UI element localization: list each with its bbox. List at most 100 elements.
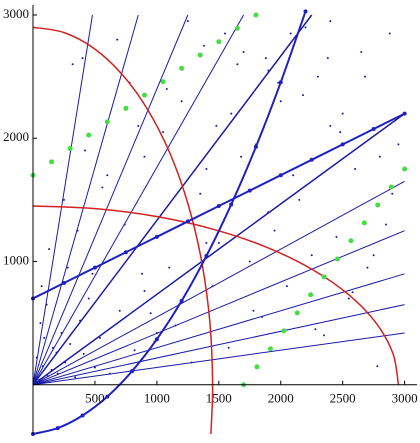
point [105,394,110,399]
point [66,266,69,269]
point [402,166,408,172]
point [329,20,332,23]
curve [32,304,405,386]
point [162,131,165,134]
point [133,349,136,352]
point [141,272,144,275]
point [397,143,400,146]
point [91,272,94,275]
curve [32,273,405,386]
point [294,310,300,316]
point [264,57,267,60]
point [227,346,230,349]
point [101,186,104,189]
point [240,155,243,158]
point [391,192,394,195]
x-tick-label: 1000 [144,391,170,406]
point [39,322,42,325]
point [130,369,135,374]
point [67,145,73,151]
point [363,75,366,78]
point [202,44,205,47]
curve [32,14,139,385]
point [278,173,283,178]
point [123,105,129,111]
point [69,343,72,346]
point [154,337,159,342]
point [168,266,171,269]
point [82,352,85,355]
point [248,260,251,263]
point [215,124,218,127]
point [281,328,287,334]
point [86,132,92,138]
point [49,159,55,165]
point [160,79,166,85]
point [335,235,338,238]
point [303,9,308,14]
point [253,144,258,149]
point [123,250,128,255]
curve [32,26,214,435]
point [55,426,60,431]
x-tick-label: 2000 [268,391,294,406]
point [62,198,65,201]
point [361,220,367,226]
point [43,336,46,339]
x-tick-label: 1500 [206,391,232,406]
point [74,376,77,379]
point [236,63,239,66]
point [149,312,152,315]
point [40,285,43,288]
point [341,112,344,115]
point [224,32,226,35]
point [278,80,283,85]
point [137,124,140,127]
curve [32,205,400,385]
point [118,309,121,312]
point [98,336,101,339]
point [388,32,391,35]
point [104,119,110,125]
x-tick-label: 3000 [392,391,418,406]
point [61,281,66,286]
point [84,149,87,152]
point [309,157,314,162]
point [92,265,97,270]
point [199,192,202,195]
point [93,366,96,369]
point [347,297,350,300]
point [310,254,313,257]
point [372,254,375,257]
point [402,111,407,116]
point [48,248,51,251]
point [165,87,168,90]
point [254,364,260,370]
point [230,112,233,115]
point [154,234,159,239]
point [273,229,276,232]
point [204,253,209,258]
point [179,65,185,71]
point [141,92,147,98]
point [197,52,203,58]
point [267,346,273,352]
y-tick-label: 3000 [3,6,29,21]
curve [32,180,405,386]
point [354,168,357,171]
point [81,57,84,60]
point [87,297,90,300]
point [217,241,220,244]
point [308,292,314,298]
point [143,290,146,293]
point [285,285,288,288]
point [229,202,234,207]
point [378,155,381,158]
curve [32,112,406,386]
point [186,20,189,23]
point [205,241,208,244]
point [334,256,340,262]
y-tick-label: 2000 [3,129,29,144]
point [340,142,345,147]
point [375,202,381,208]
